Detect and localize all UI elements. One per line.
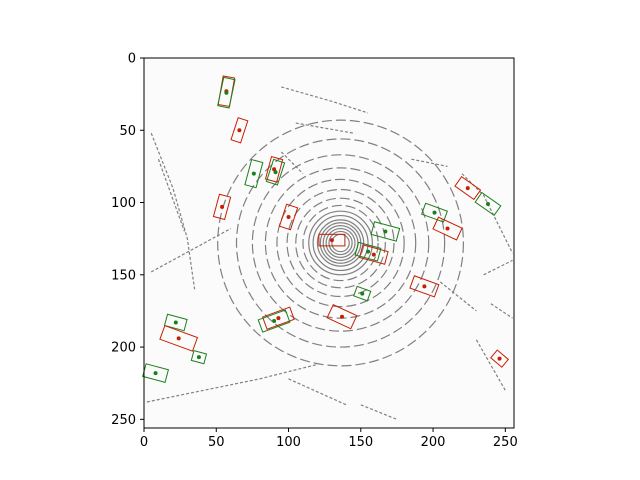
red-box-center: [465, 186, 470, 191]
y-tick-label: 50: [119, 124, 136, 139]
lidar-ring: [264, 167, 417, 319]
green-bounding-box: [217, 76, 236, 109]
lidar-ring: [276, 178, 405, 308]
lidar-ring: [217, 119, 465, 367]
green-bounding-box: [257, 309, 291, 333]
x-tick-label: 100: [276, 435, 301, 450]
green-box-center: [383, 229, 388, 234]
lidar-ring: [251, 154, 430, 332]
lidar-ring: [295, 197, 386, 289]
green-bounding-box: [354, 241, 382, 262]
lidar-segment: [461, 173, 514, 254]
red-box-center: [276, 316, 281, 321]
green-bounding-box: [244, 158, 264, 189]
lidar-ring: [308, 210, 373, 276]
lidar-segment: [490, 303, 513, 319]
red-bounding-box: [409, 275, 440, 298]
y-axis: 0 50 100 150 200 250: [111, 52, 144, 428]
lidar-ring: [312, 214, 369, 272]
red-bounding-box: [358, 244, 389, 265]
green-bounding-box: [265, 158, 286, 186]
lidar-segment: [439, 281, 477, 312]
y-tick-label: 150: [111, 268, 136, 283]
red-bounding-box: [264, 156, 284, 183]
lidar-segment: [360, 404, 398, 420]
red-box-center: [340, 314, 345, 319]
red-bounding-box: [261, 306, 295, 330]
lidar-ring: [286, 188, 395, 298]
red-box-center: [237, 128, 242, 133]
plot-frame: [143, 57, 515, 429]
green-bounding-box: [421, 202, 448, 223]
lidar-segment: [411, 158, 448, 167]
lidar-segment: [280, 151, 304, 175]
lidar-segment: [146, 363, 318, 403]
lidar-ring: [328, 230, 353, 256]
x-tick-label: 200: [421, 435, 446, 450]
red-box-center: [329, 238, 334, 243]
y-tick-label: 200: [111, 341, 136, 356]
x-tick-label: 250: [493, 435, 518, 450]
green-box-center: [251, 171, 256, 176]
y-tick-label: 250: [111, 413, 136, 428]
x-tick-label: 0: [140, 435, 148, 450]
lidar-ring: [325, 227, 356, 259]
x-tick-label: 150: [348, 435, 373, 450]
lidar-segment: [483, 259, 513, 276]
lidar-ring: [235, 138, 446, 348]
red-bounding-box: [490, 349, 510, 368]
red-box-center: [445, 226, 450, 231]
red-bounding-box: [278, 203, 299, 231]
green-bounding-box: [190, 349, 208, 365]
red-box-center: [371, 252, 376, 257]
red-bounding-box: [432, 216, 463, 241]
green-box-center: [485, 201, 490, 206]
green-box-center: [153, 371, 158, 376]
boxes-layer: [142, 75, 510, 383]
y-tick-label: 100: [111, 196, 136, 211]
green-box-center: [273, 170, 278, 175]
lidar-segment: [157, 158, 186, 232]
lidar-ring: [302, 204, 379, 282]
red-box-center: [286, 214, 291, 219]
green-bounding-box: [474, 191, 502, 217]
green-bounding-box: [353, 285, 372, 302]
green-box-center: [272, 319, 277, 324]
lidar-segment: [281, 86, 369, 114]
lidar-segment: [288, 378, 347, 406]
green-box-center: [224, 90, 229, 95]
green-box-center: [360, 291, 365, 296]
red-box-center: [497, 356, 502, 361]
x-tick-label: 50: [208, 435, 225, 450]
green-bounding-box: [163, 313, 188, 332]
lidar-ring: [316, 219, 365, 267]
red-box-center: [220, 204, 225, 209]
red-box-center: [176, 336, 181, 341]
x-axis: 0 50 100 150 200 250: [140, 428, 518, 450]
green-box-center: [196, 355, 201, 360]
lidar-points-layer: [146, 86, 514, 420]
green-box-center: [173, 320, 178, 325]
lidar-segment: [150, 228, 232, 273]
red-bounding-box: [318, 233, 346, 247]
y-tick-label: 0: [128, 52, 136, 67]
red-bounding-box: [159, 325, 199, 352]
lidar-segment: [150, 132, 196, 290]
red-box-center: [422, 284, 427, 289]
red-bounding-box: [230, 117, 249, 144]
red-bounding-box: [326, 303, 358, 330]
red-bounding-box: [454, 176, 482, 201]
green-bounding-box: [370, 221, 401, 242]
green-box-center: [366, 249, 371, 254]
red-bounding-box: [212, 193, 232, 221]
green-box-center: [432, 210, 437, 215]
